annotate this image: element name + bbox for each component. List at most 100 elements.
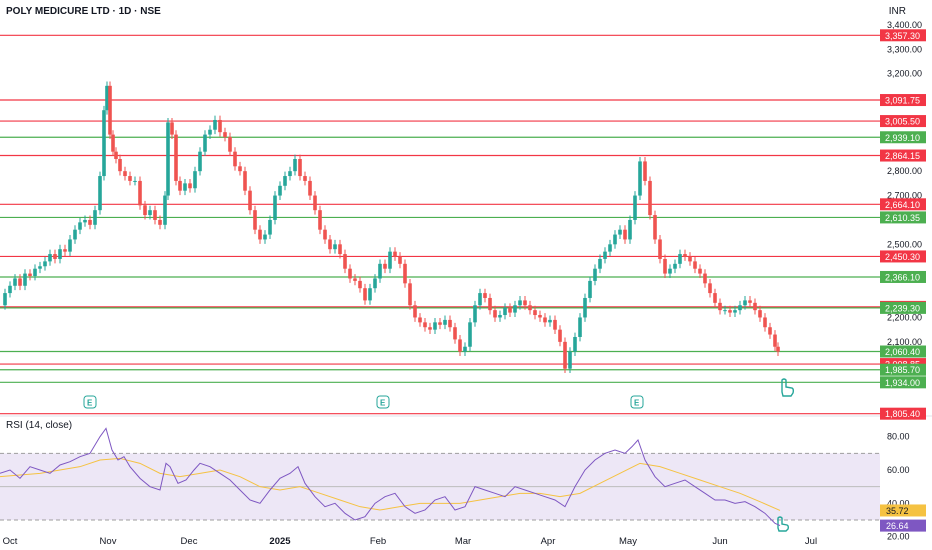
candle-body (148, 210, 152, 216)
candle-body (218, 119, 222, 133)
x-tick-label: Dec (181, 536, 198, 547)
candle-body (143, 205, 147, 216)
level-label-bg (880, 301, 926, 314)
candle-body (111, 134, 115, 152)
rsi-tick-label: 40.00 (887, 498, 910, 508)
level-label: 2,939.10 (885, 133, 920, 143)
candle-body (638, 161, 642, 196)
candle-body (308, 180, 312, 196)
candle-body (273, 195, 277, 220)
rsi-line (0, 427, 781, 527)
price-tick-label: 2,200.00 (887, 312, 922, 322)
level-label: 2,864.15 (885, 151, 920, 161)
candle-body (138, 180, 142, 206)
candle-body (93, 210, 97, 225)
candle-body (688, 256, 692, 262)
candle-body (448, 319, 452, 328)
candle-body (648, 180, 652, 216)
candle-body (398, 256, 402, 264)
earnings-marker (83, 395, 97, 409)
candle-body (588, 280, 592, 298)
candle-body (608, 244, 612, 252)
candle-body (68, 239, 72, 252)
pointer-hand-icon (777, 516, 790, 532)
candle-body (318, 210, 322, 230)
candle-body (408, 283, 412, 306)
candle-body (13, 278, 17, 286)
candle-body (533, 310, 537, 316)
candle-body (353, 278, 357, 281)
level-label: 2,366.10 (885, 272, 920, 282)
level-label-bg (880, 376, 926, 389)
candle-body (298, 158, 302, 177)
candle-body (568, 351, 572, 369)
candle-body (493, 310, 497, 318)
level-label: 2,610.35 (885, 213, 920, 223)
level-label-bg (880, 211, 926, 224)
candle-body (8, 285, 12, 294)
x-tick-label: Oct (3, 536, 18, 547)
candle-body (438, 322, 442, 325)
candle-body (443, 319, 447, 325)
candle-body (723, 310, 727, 312)
candle-body (28, 273, 32, 277)
x-tick-label: Feb (370, 536, 386, 547)
candle-body (673, 263, 677, 269)
x-tick-label: 2025 (269, 536, 291, 547)
candle-body (43, 261, 47, 267)
candle-body (33, 268, 37, 277)
candle-body (288, 171, 292, 177)
price-tick-label: 3,400.00 (887, 20, 922, 30)
candle-body (358, 280, 362, 289)
candle-body (48, 254, 52, 262)
candle-body (114, 151, 118, 159)
candle-body (108, 85, 112, 135)
x-tick-label: Mar (455, 536, 471, 547)
candle-body (178, 180, 182, 191)
candle-body (583, 297, 587, 318)
candle-body (3, 293, 7, 306)
candle-body (128, 176, 132, 181)
level-label-bg (880, 363, 926, 376)
candle-body (183, 183, 187, 191)
rsi-tick-label: 20.00 (887, 532, 910, 542)
candle-body (133, 180, 137, 182)
candle-body (378, 263, 382, 279)
candle-body (373, 278, 377, 289)
candle-body (463, 346, 467, 352)
candle-body (718, 302, 722, 311)
candle-body (768, 327, 772, 335)
level-label-bg (880, 250, 926, 263)
candle-body (343, 254, 347, 269)
candle-body (105, 85, 109, 111)
candle-body (393, 251, 397, 257)
earnings-marker-label: E (634, 399, 640, 408)
candle-body (283, 176, 287, 186)
x-tick-label: May (619, 536, 637, 547)
candle-body (383, 263, 387, 269)
candle-body (203, 134, 207, 152)
level-label: 2,239.30 (885, 303, 920, 313)
level-label-bg (880, 94, 926, 107)
level-label-bg (880, 270, 926, 283)
rsi-ma-value-bg (880, 504, 926, 517)
level-label: 1,985.70 (885, 365, 920, 375)
candle-body (18, 278, 22, 286)
candle-body (678, 254, 682, 264)
candle-body (313, 195, 317, 211)
candle-body (303, 176, 307, 181)
x-tick-label: Apr (541, 536, 556, 547)
candle-body (488, 297, 492, 311)
candle-body (368, 288, 372, 301)
candle-body (363, 288, 367, 301)
price-tick-label: 3,300.00 (887, 44, 922, 54)
x-tick-label: Jun (712, 536, 727, 547)
earnings-marker-label: E (380, 399, 386, 408)
candle-body (598, 258, 602, 269)
candle-body (483, 293, 487, 298)
candle-body (323, 229, 327, 240)
candle-body (543, 317, 547, 323)
level-label: 3,357.30 (885, 31, 920, 41)
level-label: 3,005.50 (885, 117, 920, 127)
